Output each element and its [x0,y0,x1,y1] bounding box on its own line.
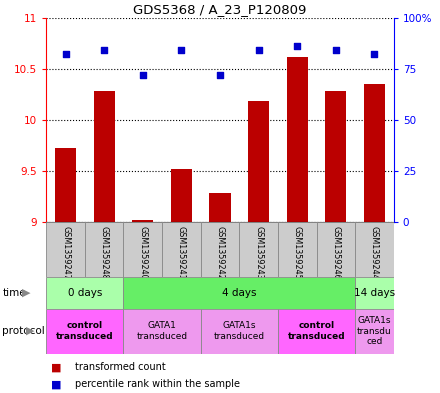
Bar [162,222,201,277]
Bar [278,309,355,354]
Text: ▶: ▶ [22,288,31,298]
Bar [278,222,316,277]
Text: GATA1
transduced: GATA1 transduced [136,321,187,341]
Bar [201,309,278,354]
Text: transformed count: transformed count [75,362,165,373]
Bar [364,84,385,222]
Text: ▶: ▶ [26,326,34,336]
Point [62,51,69,58]
Point [139,72,146,78]
Text: GSM1359241: GSM1359241 [177,226,186,280]
Text: control
transduced: control transduced [56,321,114,341]
Bar [124,277,355,309]
Text: protocol: protocol [2,326,45,336]
Bar [325,91,346,222]
Point [255,47,262,53]
Text: control
transduced: control transduced [288,321,345,341]
Bar [286,57,308,222]
Bar [124,309,201,354]
Text: GSM1359244: GSM1359244 [370,226,379,280]
Bar [171,169,192,222]
Bar [124,222,162,277]
Point [294,43,301,50]
Text: GATA1s
transdu
ced: GATA1s transdu ced [357,316,392,346]
Text: ■: ■ [51,379,61,389]
Bar [239,222,278,277]
Bar [316,222,355,277]
Text: time: time [2,288,26,298]
Text: 0 days: 0 days [68,288,102,298]
Text: ■: ■ [51,362,61,373]
Text: 4 days: 4 days [222,288,257,298]
Bar [248,101,269,222]
Bar [55,149,76,222]
Text: percentile rank within the sample: percentile rank within the sample [75,379,240,389]
Text: GSM1359248: GSM1359248 [99,226,109,280]
Text: GATA1s
transduced: GATA1s transduced [214,321,265,341]
Bar [355,222,394,277]
Text: GSM1359246: GSM1359246 [331,226,341,280]
Point [371,51,378,58]
Bar [209,193,231,222]
Bar [46,277,124,309]
Bar [94,91,115,222]
Bar [355,277,394,309]
Bar [46,309,124,354]
Point [178,47,185,53]
Text: GSM1359240: GSM1359240 [138,226,147,280]
Text: 14 days: 14 days [354,288,395,298]
Bar [46,222,85,277]
Bar [201,222,239,277]
Point [101,47,108,53]
Bar [132,220,154,222]
Text: GSM1359242: GSM1359242 [216,226,224,280]
Point [216,72,224,78]
Bar [355,309,394,354]
Title: GDS5368 / A_23_P120809: GDS5368 / A_23_P120809 [133,4,307,17]
Bar [85,222,124,277]
Text: GSM1359243: GSM1359243 [254,226,263,280]
Text: GSM1359245: GSM1359245 [293,226,302,280]
Point [332,47,339,53]
Text: GSM1359247: GSM1359247 [61,226,70,280]
